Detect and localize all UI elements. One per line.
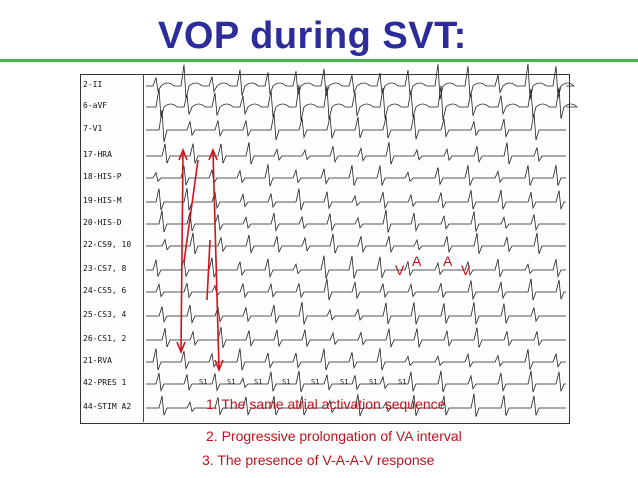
ecg-trace (146, 187, 566, 211)
channel-label: 18-HIS-P (83, 172, 122, 181)
stim-label: S1 (398, 378, 407, 386)
stim-label: S1 (282, 378, 291, 386)
ecg-trace (146, 232, 566, 255)
arrowhead (208, 147, 218, 161)
ecg-trace (146, 393, 566, 417)
activation-arrow (180, 151, 184, 351)
stim-label: S1 (227, 378, 236, 386)
ecg-trace (146, 255, 566, 279)
channel-label: 25-CS3, 4 (83, 310, 127, 319)
ecg-trace (146, 370, 566, 393)
channel-label: 24-CS5, 6 (83, 286, 127, 295)
ecg-trace (146, 209, 566, 233)
stim-label: S1 (369, 378, 378, 386)
ecg-trace (146, 84, 578, 121)
activation-arrow (212, 151, 220, 369)
ecg-trace (146, 110, 566, 142)
arrowhead (178, 147, 188, 161)
channel-label: 22-CS9, 10 (83, 240, 132, 249)
channel-label: 2-II (83, 80, 103, 89)
ecg-trace (146, 63, 575, 100)
v-annotation: V (395, 262, 405, 278)
activation-arrow (183, 159, 199, 263)
activation-arrow (206, 239, 211, 301)
ecg-trace (146, 278, 566, 301)
ecg-tracing-panel (80, 74, 570, 424)
ecg-trace (146, 142, 566, 165)
ecg-trace (146, 326, 566, 349)
arrowhead (214, 359, 224, 373)
label-column-divider (143, 74, 144, 422)
ecg-trace (146, 348, 566, 371)
note-3: 3. The presence of V-A-A-V response (202, 452, 435, 468)
stim-label: S1 (311, 378, 320, 386)
channel-label: 19-HIS-M (83, 196, 122, 205)
channel-label: 17-HRA (83, 150, 112, 159)
channel-label: 42-PRES 1 (83, 378, 127, 387)
channel-label: 26-CS1, 2 (83, 334, 127, 343)
stim-label: S1 (340, 378, 349, 386)
channel-label: 23-CS7, 8 (83, 264, 127, 273)
note-1: 1. The same atrial activation sequence (206, 396, 446, 412)
note-2: 2. Progressive prolongation of VA interv… (206, 428, 462, 444)
channel-label: 21-RVA (83, 356, 112, 365)
arrowhead (176, 341, 186, 355)
v-annotation: V (461, 262, 471, 278)
title-underline (0, 59, 638, 62)
stim-label: S1 (199, 378, 208, 386)
channel-label: 6-aVF (83, 101, 108, 110)
channel-label: 20-HIS-D (83, 218, 122, 227)
slide-title: VOP during SVT: (158, 15, 467, 57)
stim-label: S1 (254, 378, 263, 386)
ecg-trace (146, 164, 566, 187)
channel-label: 7-V1 (83, 124, 103, 133)
a-annotation: A (443, 253, 453, 269)
ecg-trace (146, 301, 566, 325)
channel-label: 44-STIM A2 (83, 402, 132, 411)
a-annotation: A (412, 253, 422, 269)
